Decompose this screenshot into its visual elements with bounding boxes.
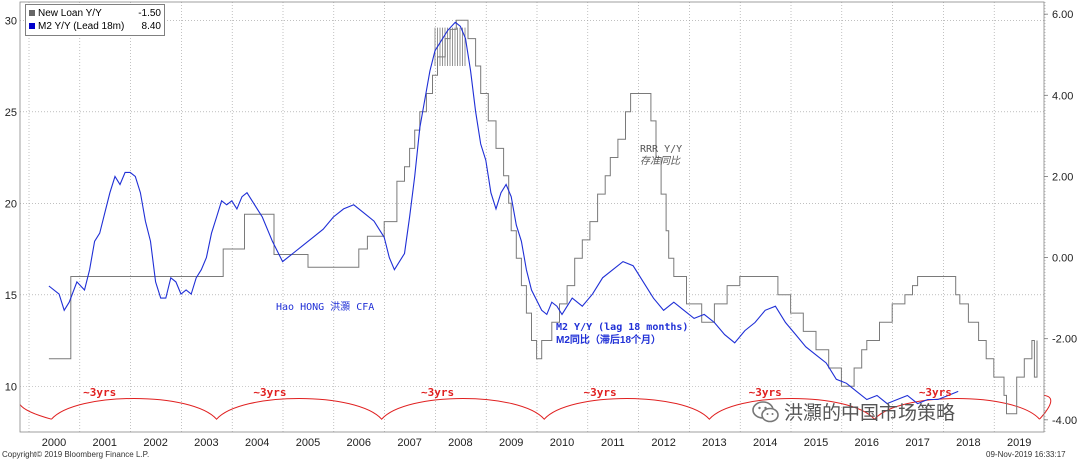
left-axis-tick-label: 25 [5, 107, 17, 119]
right-axis-tick-label: -4.00 [1052, 415, 1077, 427]
right-axis-tick-label: 6.00 [1052, 9, 1073, 21]
copyright-text: Copyright© 2019 Bloomberg Finance L.P. [2, 450, 150, 459]
wechat-icon [752, 401, 779, 423]
gridlines [20, 2, 1046, 432]
x-axis-tick-label: 2015 [804, 437, 828, 449]
cycle-arc-trail [1039, 394, 1052, 420]
x-axis-tick-label: 2002 [143, 437, 167, 449]
plot-border [19, 1, 1045, 433]
x-axis-tick-label: 2018 [956, 437, 980, 449]
x-axis-tick-label: 2009 [499, 437, 523, 449]
series-lines [48, 19, 1038, 415]
x-axis-tick-label: 2010 [550, 437, 574, 449]
annotation-author: Hao HONG 洪灝 CFA [276, 301, 374, 313]
cycle-label: ~3yrs [83, 386, 116, 399]
right-axis-tick-label: 4.00 [1052, 90, 1073, 102]
watermark: 洪灝的中国市场策略 [752, 398, 1052, 424]
axis-labels: 10 15 20 25 30 -4.00 -2.00 0.00 2.00 4.00 6.00 2000… [5, 9, 1077, 449]
left-axis-tick-label: 10 [5, 381, 17, 393]
cycle-arcs-path [51, 397, 1040, 420]
legend-entry-m2: M2 Y/Y (Lead 18m) 8.40 [29, 20, 161, 33]
x-axis-tick-label: 2005 [296, 437, 320, 449]
plot-frame [19, 1, 1045, 433]
annotation-rrr: RRR Y/Y [640, 144, 682, 155]
annotations: ~3yrs ~3yrs ~3yrs ~3yrs ~3yrs ~3yrs RRR Y/Y存准同… [83, 144, 952, 399]
x-axis-tick-label: 2016 [855, 437, 879, 449]
x-axis-tick-label: 2008 [448, 437, 472, 449]
legend-name-m2: M2 Y/Y (Lead 18m) [38, 21, 125, 32]
annotation-m2: M2 Y/Y (lag 18 months) [556, 322, 688, 333]
x-axis-tick-label: 2000 [42, 437, 66, 449]
legend-entry-new-loan: New Loan Y/Y -1.50 [29, 7, 161, 20]
legend-swatch-m2 [29, 23, 35, 29]
x-axis-tick-label: 2017 [905, 437, 929, 449]
x-axis-tick-label: 2019 [1007, 437, 1031, 449]
right-axis-tick-label: 0.00 [1052, 253, 1073, 265]
legend-value-new-loan: -1.50 [138, 8, 161, 19]
cycle-label: ~3yrs [253, 386, 286, 399]
cycle-label: ~3yrs [749, 386, 782, 399]
right-axis-tick-label: 2.00 [1052, 171, 1073, 183]
series-line-m2-y-y-lead-18m [48, 21, 959, 405]
x-axis-tick-label: 2013 [702, 437, 726, 449]
x-axis-tick-label: 2006 [347, 437, 371, 449]
x-axis-tick-label: 2003 [194, 437, 218, 449]
series-line-new-loan-y-y [48, 19, 1038, 415]
x-axis-tick-label: 2014 [753, 437, 777, 449]
left-axis-tick-label: 20 [5, 198, 17, 210]
right-axis-tick-label: -2.00 [1052, 334, 1077, 346]
x-axis-tick-label: 2007 [397, 437, 421, 449]
x-axis-tick-label: 2011 [601, 437, 625, 449]
legend: New Loan Y/Y -1.50 M2 Y/Y (Lead 18m) 8.4… [25, 4, 165, 36]
legend-name-new-loan: New Loan Y/Y [38, 8, 102, 19]
cycle-label: ~3yrs [919, 386, 952, 399]
annotation-m2-cn: M2同比（滞后18个月） [556, 333, 661, 346]
left-axis-tick-label: 15 [5, 290, 17, 302]
legend-swatch-new-loan [29, 10, 35, 16]
timestamp-text: 09-Nov-2019 16:33:17 [986, 450, 1066, 459]
cycle-arcs [19, 394, 1052, 420]
cycle-arc-lead [19, 404, 52, 420]
cycle-label: ~3yrs [584, 386, 617, 399]
cycle-label: ~3yrs [421, 386, 454, 399]
x-axis-tick-label: 2012 [651, 437, 675, 449]
annotation-rrr-cn: 存准同比 [640, 155, 681, 167]
legend-value-m2: 8.40 [141, 21, 161, 32]
x-axis-tick-label: 2004 [245, 437, 269, 449]
x-axis-tick-label: 2001 [93, 437, 117, 449]
left-axis-tick-label: 30 [5, 15, 17, 27]
watermark-text: 洪灝的中国市场策略 [784, 402, 956, 424]
